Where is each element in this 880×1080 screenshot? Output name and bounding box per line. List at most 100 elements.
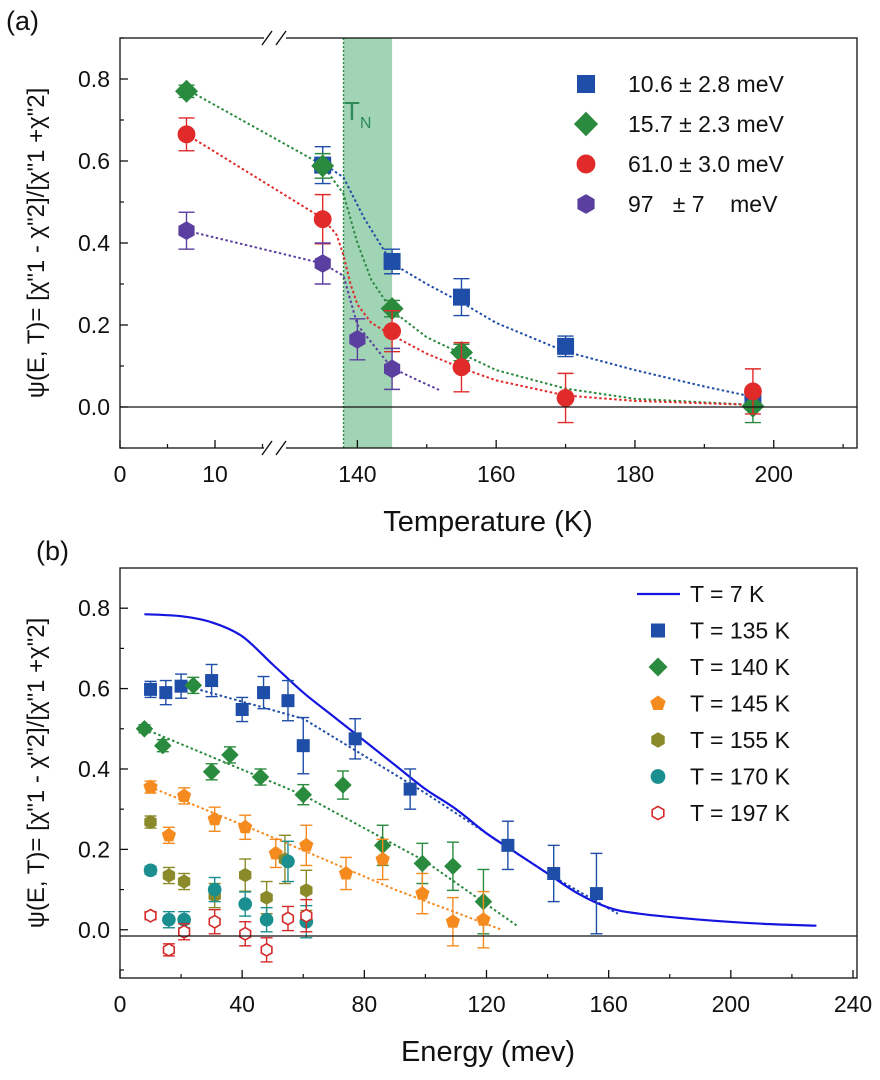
data-point-t-145-k-11	[476, 912, 491, 926]
legend-marker-t-170-k	[650, 769, 666, 784]
panel-a-label: (a)	[6, 6, 39, 36]
data-point-t-197-k-6	[281, 911, 295, 926]
legend-item-t-197-k: T = 197 K	[651, 800, 791, 826]
data-point-97-7-mev-0	[178, 221, 195, 240]
x-tick-label-40: 40	[229, 991, 255, 1017]
y-tick-label-0.8: 0.8	[78, 66, 110, 92]
data-point-10-6-2-8-mev-1	[383, 252, 401, 270]
data-point-15-7-2-3-mev-2	[380, 297, 404, 321]
data-point-97-7-mev-2	[349, 330, 366, 349]
legend-marker-t-145-k	[650, 695, 666, 710]
data-point-t-145-k-2	[177, 788, 192, 802]
series-line-t-7-k	[144, 613, 817, 927]
legend-marker-15-7-2-3-mev	[573, 111, 599, 137]
data-point-t-145-k-3	[207, 811, 222, 826]
legend-label-97-7-mev: 97 ± 7 meV	[628, 191, 778, 217]
x-tick-label-0: 0	[114, 461, 127, 487]
legend-item-10-6-2-8-mev: 10.6 ± 2.8 meV	[577, 71, 784, 97]
series-t-135-k	[144, 663, 603, 935]
series-t-140-k	[135, 676, 493, 935]
y-tick-label-0.0: 0.0	[78, 917, 110, 943]
legend-label-t-140-k: T = 140 K	[690, 654, 791, 680]
data-point-61-0-3-0-mev-2	[383, 322, 402, 341]
data-point-t-170-k-1	[162, 912, 176, 927]
series-t-197-k	[144, 898, 313, 963]
series-t-145-k	[143, 779, 491, 949]
legend-label-t-197-k: T = 197 K	[690, 800, 791, 826]
series-97-7-mev	[178, 211, 401, 391]
y-tick-label-0.6: 0.6	[78, 676, 110, 702]
data-point-t-197-k-3	[208, 914, 221, 929]
data-point-t-155-k-0	[144, 814, 157, 830]
data-point-t-145-k-8	[375, 851, 390, 866]
x-tick-label-10: 10	[202, 461, 228, 487]
data-point-15-7-2-3-mev-1	[311, 154, 335, 178]
data-point-t-145-k-10	[445, 914, 460, 928]
y-tick-label-0.6: 0.6	[78, 148, 110, 174]
x-tick-label-160: 160	[589, 991, 627, 1017]
tn-label: TN	[344, 96, 371, 132]
legend-item-t-145-k: T = 145 K	[650, 691, 791, 717]
x-tick-label-200: 200	[755, 461, 793, 487]
data-point-t-135-k-12	[589, 887, 603, 901]
data-point-t-135-k-1	[159, 686, 173, 700]
data-point-t-155-k-5	[260, 890, 273, 905]
data-point-t-197-k-7	[300, 908, 313, 923]
data-point-t-145-k-9	[415, 886, 430, 900]
data-point-t-135-k-0	[144, 682, 158, 696]
data-point-t-140-k-4	[221, 746, 239, 764]
x-tick-label-160: 160	[477, 461, 515, 487]
data-point-61-0-3-0-mev-5	[743, 382, 762, 401]
data-point-97-7-mev-1	[314, 254, 331, 273]
fit-line-15-7-2-3-mev	[186, 88, 753, 406]
x-tick-label-140: 140	[338, 461, 376, 487]
legend-marker-t-135-k	[651, 623, 665, 638]
legend-item-15-7-2-3-mev: 15.7 ± 2.3 meV	[573, 111, 784, 137]
data-point-t-140-k-6	[294, 785, 312, 804]
data-point-t-135-k-7	[296, 739, 310, 753]
data-point-10-6-2-8-mev-3	[557, 337, 575, 355]
data-point-t-140-k-0	[135, 720, 154, 738]
legend-marker-t-197-k	[651, 805, 665, 821]
legend-item-t-170-k: T = 170 K	[650, 764, 791, 790]
y-tick-label-0.8: 0.8	[78, 595, 110, 621]
data-point-t-145-k-6	[299, 837, 314, 852]
data-point-t-135-k-8	[348, 732, 362, 746]
legend-item-61-0-3-0-mev: 61.0 ± 3.0 meV	[576, 151, 784, 177]
fit-line-t-140-k	[144, 727, 518, 927]
data-point-t-140-k-5	[251, 768, 270, 786]
legend-marker-61-0-3-0-mev	[576, 154, 596, 174]
panel-a: (a) 0 10 140 160 180 200 0.0 0.2 0.4 0.6 0.8 TN 1…	[6, 6, 858, 538]
x-tick-label-120: 120	[467, 991, 505, 1017]
legend-label-t-7-k: T = 7 K	[690, 581, 765, 607]
data-point-61-0-3-0-mev-3	[452, 358, 471, 377]
data-point-t-155-k-1	[162, 868, 176, 883]
data-point-t-140-k-3	[202, 763, 221, 781]
series-61-0-3-0-mev	[177, 117, 762, 424]
data-point-t-197-k-1	[162, 942, 175, 957]
legend-marker-t-140-k	[648, 657, 668, 677]
y-tick-label-0.4: 0.4	[78, 756, 110, 782]
legend-marker-t-155-k	[651, 732, 665, 748]
panel-b-x-axis-title: Energy (mev)	[401, 1036, 575, 1068]
data-point-t-197-k-4	[239, 926, 252, 941]
data-point-t-145-k-4	[238, 819, 253, 834]
legend-label-61-0-3-0-mev: 61.0 ± 3.0 meV	[628, 151, 784, 177]
fit-line-97-7-mev	[186, 229, 442, 392]
axis-break-mark-1b	[275, 440, 287, 456]
data-point-61-0-3-0-mev-4	[556, 389, 575, 407]
legend-item-t-140-k: T = 140 K	[648, 654, 791, 680]
legend-marker-97-7-mev	[577, 194, 595, 214]
data-point-t-135-k-11	[547, 866, 561, 880]
legend-label-t-145-k: T = 145 K	[690, 691, 791, 717]
fit-line-t-145-k	[150, 786, 503, 931]
x-tick-label-80: 80	[352, 991, 378, 1017]
data-point-t-135-k-5	[257, 686, 271, 700]
legend-label-15-7-2-3-mev: 15.7 ± 2.3 meV	[628, 111, 784, 137]
data-point-97-7-mev-3	[384, 359, 401, 379]
panel-a-x-axis-title: Temperature (K)	[383, 506, 593, 538]
data-point-t-145-k-7	[338, 866, 354, 880]
data-point-t-145-k-1	[161, 827, 176, 842]
data-point-t-197-k-0	[144, 908, 157, 923]
axis-break-mark-1a	[261, 440, 273, 456]
